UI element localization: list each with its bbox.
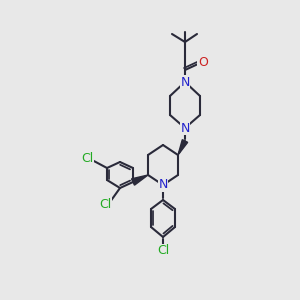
- Text: N: N: [180, 122, 190, 134]
- Text: Cl: Cl: [81, 152, 93, 164]
- Text: N: N: [158, 178, 168, 191]
- Polygon shape: [131, 175, 148, 185]
- Polygon shape: [178, 140, 188, 155]
- Text: Cl: Cl: [157, 244, 169, 257]
- Text: N: N: [180, 76, 190, 88]
- Text: Cl: Cl: [99, 197, 111, 211]
- Text: O: O: [198, 56, 208, 70]
